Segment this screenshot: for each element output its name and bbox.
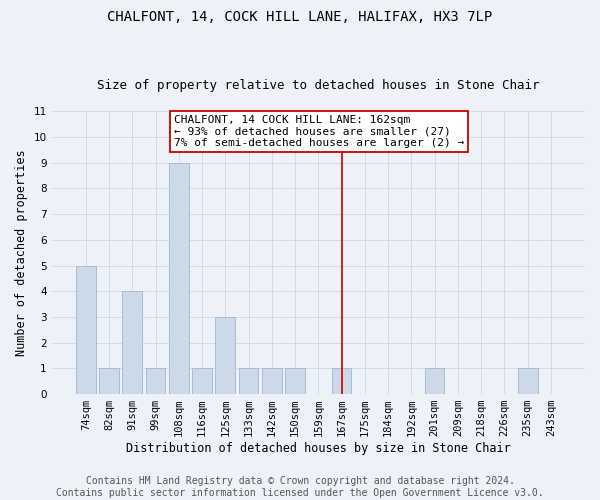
Bar	[192, 368, 212, 394]
Bar	[262, 368, 282, 394]
Text: CHALFONT, 14 COCK HILL LANE: 162sqm
← 93% of detached houses are smaller (27)
7%: CHALFONT, 14 COCK HILL LANE: 162sqm ← 93…	[174, 115, 464, 148]
Bar	[239, 368, 259, 394]
Bar	[146, 368, 166, 394]
Title: Size of property relative to detached houses in Stone Chair: Size of property relative to detached ho…	[97, 79, 539, 92]
Bar	[122, 291, 142, 394]
Text: Contains HM Land Registry data © Crown copyright and database right 2024.
Contai: Contains HM Land Registry data © Crown c…	[56, 476, 544, 498]
Bar	[425, 368, 445, 394]
Bar	[332, 368, 352, 394]
Bar	[215, 317, 235, 394]
Y-axis label: Number of detached properties: Number of detached properties	[15, 150, 28, 356]
Bar	[99, 368, 119, 394]
Bar	[518, 368, 538, 394]
Bar	[169, 162, 188, 394]
Text: CHALFONT, 14, COCK HILL LANE, HALIFAX, HX3 7LP: CHALFONT, 14, COCK HILL LANE, HALIFAX, H…	[107, 10, 493, 24]
Bar	[76, 266, 95, 394]
Bar	[285, 368, 305, 394]
X-axis label: Distribution of detached houses by size in Stone Chair: Distribution of detached houses by size …	[126, 442, 511, 455]
